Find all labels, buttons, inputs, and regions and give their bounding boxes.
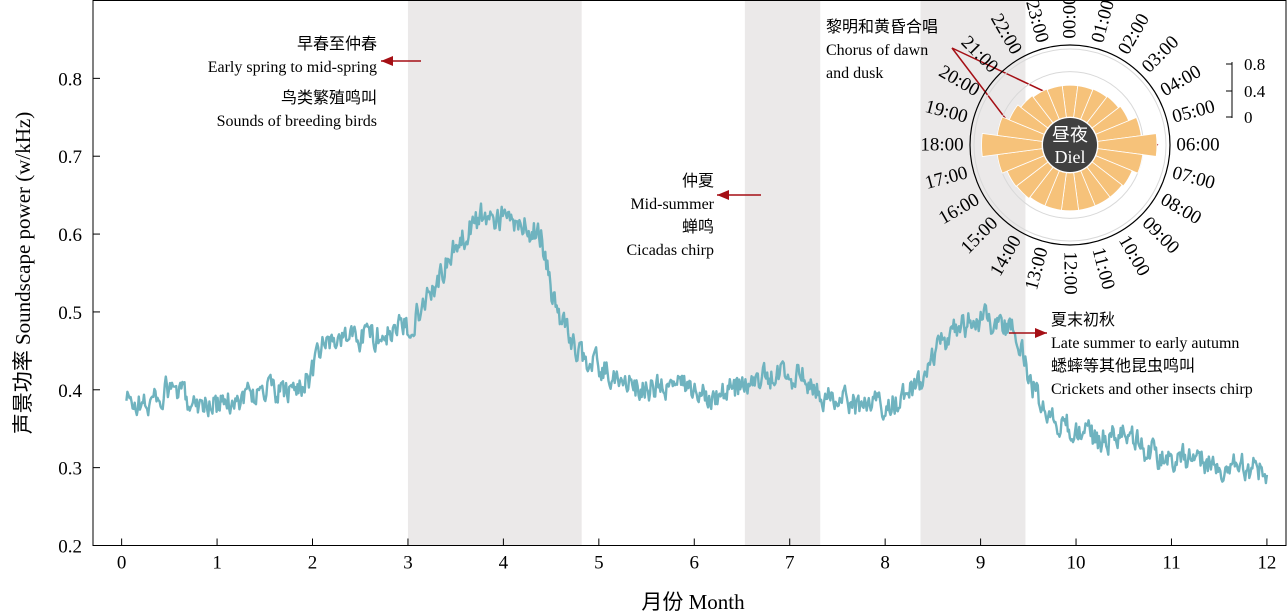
annotation-summer-source-en: Cicadas chirp: [626, 242, 714, 259]
annotation-summer-season-cn: 仲夏: [681, 173, 714, 190]
y-tick-label: 0.2: [58, 537, 82, 558]
annotation-spring-source-cn: 鸟类繁殖鸣叫: [280, 90, 377, 107]
diel-hour-label: 23:00: [1021, 0, 1052, 45]
soundscape-line-series: [125, 202, 1269, 485]
y-tick-label: 0.3: [58, 459, 82, 480]
diel-hour-label: 06:00: [1176, 135, 1219, 156]
annotation-summer-source-cn: 蝉鸣: [681, 219, 714, 236]
x-tick-label: 6: [690, 553, 700, 574]
soundscape-power-line: [125, 202, 1269, 485]
diel-radial-tick-label: 0.8: [1244, 55, 1265, 74]
annotation-summer: 仲夏 Mid-summer 蝉鸣 Cicadas chirp: [626, 170, 714, 262]
x-tick-label: 12: [1257, 553, 1276, 574]
y-tick-label: 0.7: [58, 147, 82, 168]
diel-hour-label: 10:00: [1114, 232, 1154, 280]
y-axis-ticks: 0.2 0.3 0.4 0.5 0.6 0.7 0.8: [58, 69, 100, 558]
annotation-arrowhead: [1035, 328, 1047, 338]
x-tick-label: 1: [212, 553, 222, 574]
diel-hour-label: 13:00: [1021, 245, 1052, 292]
x-axis-ticks: 0 1 2 3 4 5 6 7 8 9 10 11 12: [117, 538, 1276, 574]
diel-center-label-cn: 昼夜: [1052, 125, 1088, 145]
annotation-spring-source: 鸟类繁殖鸣叫 Sounds of breeding birds: [217, 87, 377, 133]
annotation-spring: 早春至仲春 Early spring to mid-spring: [208, 33, 377, 79]
season-shading-band: [920, 0, 1026, 546]
diel-bar: [1046, 85, 1067, 120]
annotation-autumn-source-en: Crickets and other insects chirp: [1051, 381, 1253, 398]
diel-radial-tick-label: 0: [1244, 108, 1253, 127]
diel-center-disc: [1043, 118, 1097, 172]
diel-hour-label: 01:00: [1087, 0, 1118, 45]
annotation-spring-season-cn: 早春至仲春: [296, 36, 377, 53]
x-tick-label: 3: [403, 553, 413, 574]
x-axis-label: 月份 Month: [641, 590, 745, 614]
y-tick-label: 0.8: [58, 69, 82, 90]
annotation-diel-chorus: 黎明和黄昏合唱 Chorus of dawn and dusk: [826, 16, 938, 85]
x-tick-label: 5: [594, 553, 604, 574]
diel-radial-tick-label: 0.4: [1244, 82, 1266, 101]
annotation-autumn-season-cn: 夏末初秋: [1051, 312, 1116, 329]
annotation-summer-season-en: Mid-summer: [630, 196, 714, 213]
x-tick-label: 7: [785, 553, 795, 574]
diel-radial-axis: 0.8 0.4 0: [1226, 55, 1266, 127]
annotation-diel-chorus-cn: 黎明和黄昏合唱: [826, 19, 939, 36]
seasonal-shading: [407, 0, 1026, 546]
plot-frame: [92, 0, 1287, 546]
annotation-diel-chorus-en-2: and dusk: [826, 65, 884, 82]
x-tick-label: 4: [499, 553, 509, 574]
season-shading-band: [744, 0, 821, 546]
diel-hour-label: 04:00: [1157, 61, 1205, 101]
diel-hour-label: 00:00: [1060, 0, 1081, 39]
x-tick-label: 9: [976, 553, 986, 574]
annotation-spring-season-en: Early spring to mid-spring: [207, 59, 377, 76]
x-tick-label: 0: [117, 553, 127, 574]
annotation-arrowhead: [381, 56, 393, 66]
annotation-arrowhead: [717, 190, 729, 200]
diel-hour-label: 11:00: [1087, 245, 1118, 292]
annotation-spring-source-en: Sounds of breeding birds: [216, 113, 377, 130]
diel-bar: [1095, 148, 1144, 174]
diel-hour-label: 05:00: [1170, 96, 1217, 127]
diel-bars: [969, 44, 1171, 246]
diel-bar: [1097, 133, 1158, 157]
diel-bar: [1032, 88, 1060, 124]
diel-bar: [1091, 155, 1133, 187]
diel-grid-ring: [973, 48, 1167, 242]
diel-bar: [981, 133, 1043, 157]
diel-bar: [1008, 104, 1049, 135]
x-tick-label: 8: [880, 553, 890, 574]
diel-hour-label: 12:00: [1060, 251, 1081, 294]
annotation-diel-chorus-en-1: Chorus of dawn: [826, 42, 929, 59]
annotation-autumn-source-cn: 蟋蟀等其他昆虫鸣叫: [1051, 358, 1196, 375]
y-axis-label: 声景功率 Soundscape power (w/kHz): [11, 112, 35, 435]
y-tick-label: 0.6: [58, 225, 82, 246]
y-tick-label: 0.5: [58, 303, 82, 324]
annotation-autumn-season-en: Late summer to early autumn: [1051, 335, 1240, 352]
diel-bar: [996, 116, 1045, 142]
annotation-autumn: 夏末初秋 Late summer to early autumn 蟋蟀等其他昆虫…: [1051, 309, 1253, 401]
diel-hour-label: 07:00: [1170, 162, 1217, 193]
diel-hour-label: 18:00: [920, 135, 963, 156]
x-tick-label: 10: [1067, 553, 1086, 574]
diel-center-label-en: Diel: [1055, 147, 1086, 167]
x-tick-label: 2: [308, 553, 318, 574]
diel-outer-ring: [969, 44, 1171, 246]
diel-bar: [1020, 95, 1054, 129]
season-shading-band: [407, 0, 582, 546]
x-tick-label: 11: [1162, 553, 1180, 574]
y-tick-label: 0.4: [58, 381, 82, 402]
